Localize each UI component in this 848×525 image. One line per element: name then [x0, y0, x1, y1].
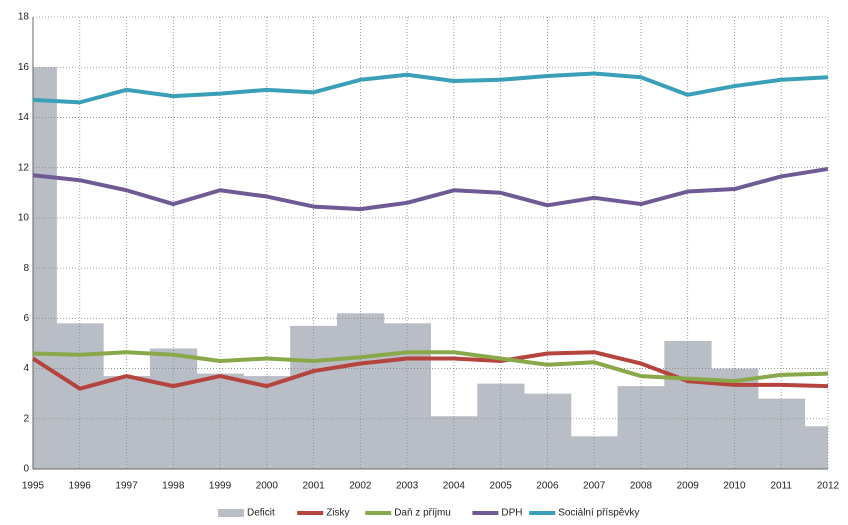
x-tick-label: 2004 [443, 481, 466, 492]
x-tick-label: 2009 [677, 481, 700, 492]
y-tick-label: 2 [23, 413, 29, 424]
x-tick-label: 2006 [536, 481, 559, 492]
bar [336, 313, 385, 469]
line-series [32, 71, 829, 105]
y-tick-label: 8 [23, 263, 29, 274]
y-tick-label: 0 [23, 464, 29, 475]
legend-label: Deficit [247, 508, 275, 519]
legend-label: Daň z příjmu [394, 508, 451, 519]
x-tick-label: 2011 [770, 481, 792, 492]
y-tick-label: 6 [23, 313, 29, 324]
legend-label: Zisky [326, 508, 349, 519]
x-tick-label: 1997 [115, 481, 138, 492]
x-tick-label: 2007 [583, 481, 606, 492]
bar [196, 373, 244, 469]
x-tick-label: 2010 [723, 481, 746, 492]
x-tick-label: 1996 [69, 481, 92, 492]
x-tick-label: 2005 [490, 481, 513, 492]
bar [383, 323, 431, 469]
plot-area [33, 67, 828, 469]
x-tick-label: 2003 [396, 481, 419, 492]
legend-swatch [218, 509, 244, 517]
line-series [32, 166, 829, 212]
y-tick-label: 12 [18, 162, 30, 173]
x-tick-label: 2002 [349, 481, 372, 492]
x-tick-label: 1995 [22, 481, 45, 492]
x-tick-label: 1999 [209, 481, 232, 492]
bar [56, 323, 104, 469]
y-tick-label: 16 [18, 62, 30, 73]
axes: 0 2 4 6 8 10 12 14 16 18 1995 1996 1997 1998 1999 2000 2… [18, 12, 840, 492]
y-tick-label: 14 [18, 112, 30, 123]
bar [149, 348, 198, 469]
y-tick-label: 4 [23, 363, 29, 374]
bar [477, 383, 525, 469]
x-tick-label: 2001 [302, 481, 325, 492]
bar [804, 426, 828, 469]
bar [290, 325, 338, 469]
line-series [32, 350, 829, 384]
x-tick-label: 1998 [162, 481, 185, 492]
line-series [31, 350, 829, 391]
y-tick-label: 18 [18, 12, 30, 23]
y-tick-label: 10 [18, 213, 30, 224]
x-tick-label: 2000 [256, 481, 279, 492]
x-tick-label: 2008 [630, 481, 653, 492]
x-tick-label: 2012 [817, 481, 840, 492]
legend-label: DPH [501, 508, 522, 519]
legend-label: Sociální příspěvky [558, 508, 639, 519]
